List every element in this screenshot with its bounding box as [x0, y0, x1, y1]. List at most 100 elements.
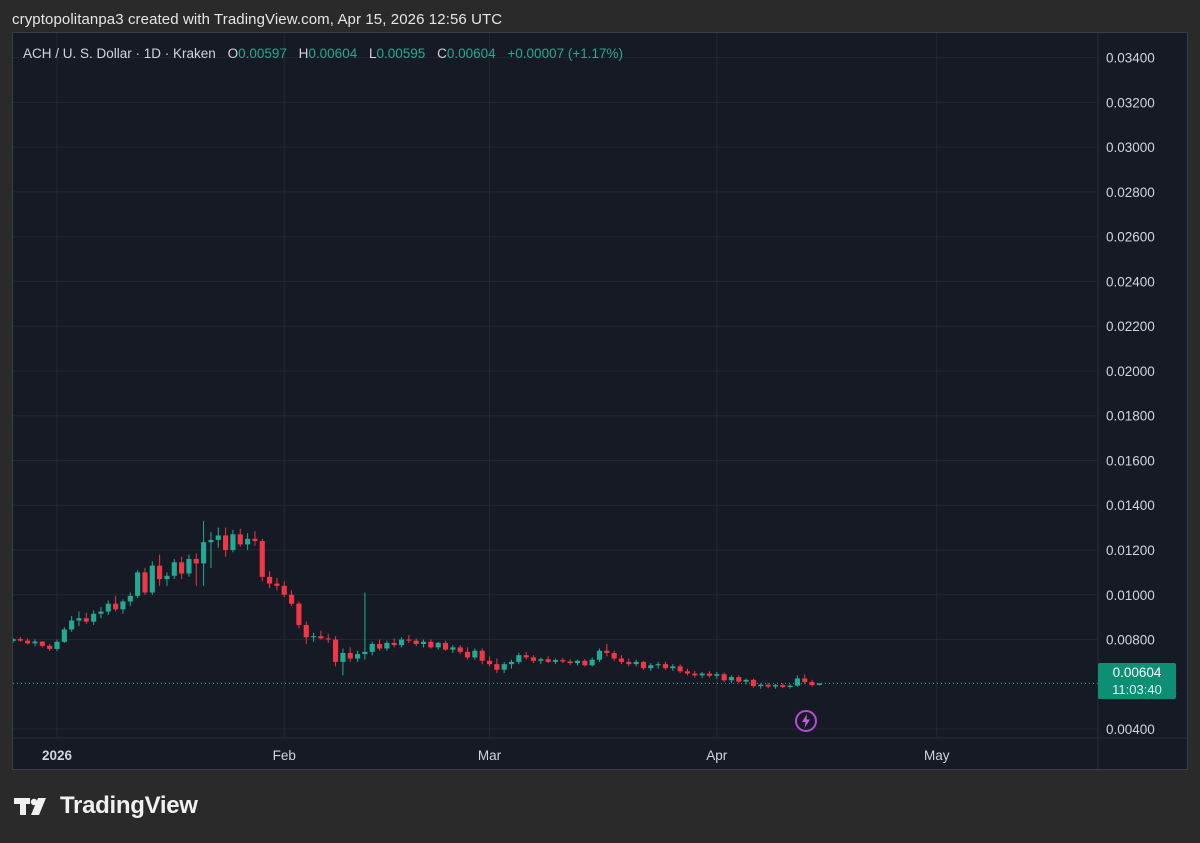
candle [406, 635, 412, 643]
candle-body [127, 595, 133, 602]
close-value: 0.00604 [446, 46, 496, 61]
y-tick-label: 0.02600 [1106, 230, 1155, 245]
candle-body [809, 682, 815, 685]
price-axis: 0.03400 0.03200 0.03000 0.02800 0.02600 0.024… [1106, 51, 1155, 737]
candle [347, 647, 353, 662]
lightning-icon[interactable] [795, 710, 817, 732]
candle [721, 672, 727, 683]
candle [259, 538, 265, 582]
open-value: 0.00597 [238, 46, 287, 61]
candle [648, 663, 654, 671]
candle-body [486, 660, 493, 665]
candle-body [670, 666, 676, 669]
candle [809, 679, 815, 687]
candle-body [787, 685, 793, 687]
candle [501, 661, 507, 674]
symbol-title: ACH / U. S. Dollar · 1D · Kraken [23, 46, 216, 61]
y-tick-label: 0.01800 [1106, 409, 1155, 424]
candle [281, 581, 287, 597]
candle [215, 527, 221, 548]
candle-body [340, 652, 346, 662]
candle [303, 621, 309, 644]
candle-body [208, 539, 214, 543]
candle [384, 640, 390, 651]
candle [164, 572, 170, 586]
candle [486, 656, 493, 667]
candle [750, 678, 757, 688]
candle [428, 639, 434, 649]
candle-body [494, 664, 500, 670]
candle-body [391, 642, 397, 646]
candle [391, 638, 397, 648]
candle-body [677, 666, 683, 672]
candle [508, 659, 515, 669]
candle [157, 554, 163, 586]
candle [135, 570, 141, 599]
candle-body [574, 660, 581, 664]
candle [574, 659, 581, 666]
candle [567, 659, 573, 666]
candle [787, 684, 793, 689]
y-tick-label: 0.03000 [1106, 140, 1155, 155]
candle [171, 558, 177, 580]
candle [450, 645, 456, 653]
candle-body [552, 660, 559, 662]
candles [13, 520, 822, 689]
candle-body [472, 650, 478, 658]
candle [325, 633, 331, 643]
x-tick-label: Mar [478, 748, 502, 763]
y-tick-label: 0.01600 [1106, 453, 1155, 468]
candle-body [699, 673, 705, 676]
candle-body [281, 585, 287, 595]
candle-body [596, 650, 603, 660]
candle [802, 674, 808, 685]
candle [333, 636, 339, 667]
candle-body [728, 677, 735, 681]
candle [780, 683, 786, 689]
y-tick-label: 0.02000 [1106, 364, 1155, 379]
candle [728, 675, 735, 684]
grid-lines [13, 33, 1187, 769]
candle [13, 637, 16, 643]
candle-body [428, 641, 434, 648]
candle [494, 658, 500, 674]
candle-body [32, 641, 38, 644]
candle [662, 661, 669, 670]
candle [369, 641, 375, 656]
candle-body [816, 683, 822, 685]
candle-body [442, 642, 449, 650]
candle-body [54, 641, 60, 649]
candle-body [354, 654, 361, 659]
candle-body [721, 674, 727, 681]
candle-body [464, 651, 471, 658]
candle [274, 577, 280, 591]
candle-body [640, 661, 647, 669]
y-tick-label: 0.03400 [1106, 51, 1155, 66]
x-tick-label: Apr [706, 748, 728, 763]
candle-body [604, 650, 610, 653]
candle-body [420, 641, 427, 644]
candle [32, 639, 38, 647]
candle [538, 657, 544, 665]
candle [296, 601, 302, 629]
candle-body [376, 644, 383, 649]
candle-body [479, 650, 485, 661]
candle [318, 630, 324, 640]
candle-body [201, 542, 207, 564]
candle [604, 644, 610, 657]
candle-body [120, 601, 126, 610]
candle [699, 671, 705, 679]
candle-body [98, 611, 104, 614]
candle-body [457, 647, 463, 652]
candle [267, 571, 273, 589]
candle [186, 554, 192, 577]
bar-countdown: 11:03:40 [1112, 682, 1162, 697]
candle-body [618, 658, 625, 662]
candle [765, 683, 771, 689]
candle-body [303, 624, 309, 638]
candle-body [333, 639, 339, 662]
candlestick-chart[interactable]: 0.03400 0.03200 0.03000 0.02800 0.02600 0.024… [13, 33, 1188, 770]
y-tick-label: 0.00400 [1106, 722, 1155, 737]
candle-body [765, 684, 771, 687]
chart-panel[interactable]: 0.03400 0.03200 0.03000 0.02800 0.02600 0.024… [12, 32, 1188, 770]
